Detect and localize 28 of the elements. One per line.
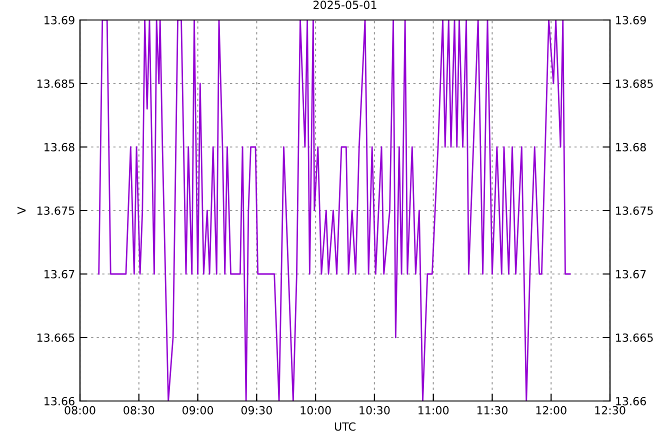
y2-tick-label: 13.69 — [616, 16, 646, 24]
y2-tick-label: 13.67 — [616, 270, 646, 278]
x-tick-label: 08:30 — [124, 406, 154, 414]
x-tick-label: 08:00 — [64, 406, 96, 414]
line-series — [98, 20, 571, 401]
x-axis-title: UTC — [334, 422, 356, 431]
y-axis-title: V — [18, 206, 26, 214]
y2-tick-label: 13.665 — [616, 333, 653, 342]
x-tick-label: 10:30 — [360, 406, 390, 414]
y-tick-label: 13.69 — [44, 16, 74, 24]
y-tick-label: 13.66 — [44, 396, 74, 406]
x-tick-label: 09:30 — [241, 406, 272, 414]
chart-title: 2025-05-01 — [314, 0, 376, 10]
y2-tick-label: 13.66 — [616, 396, 646, 406]
y2-tick-label: 13.675 — [616, 206, 653, 215]
x-tick-label: 10:00 — [300, 406, 331, 414]
x-tick-label: 11:00 — [418, 406, 449, 414]
y2-tick-label: 13.685 — [616, 79, 653, 88]
y-tick-label: 13.665 — [37, 333, 74, 342]
y2-tick-label: 13.68 — [616, 142, 646, 152]
y-tick-label: 13.68 — [44, 142, 74, 152]
y-tick-label: 13.675 — [37, 206, 74, 215]
x-tick-label: 12:30 — [595, 406, 626, 414]
x-tick-label: 12:00 — [536, 406, 566, 414]
x-tick-label: 11:30 — [477, 406, 508, 414]
y-tick-label: 13.685 — [37, 79, 74, 88]
x-tick-label: 09:00 — [182, 406, 214, 414]
y-tick-label: 13.67 — [44, 270, 74, 278]
